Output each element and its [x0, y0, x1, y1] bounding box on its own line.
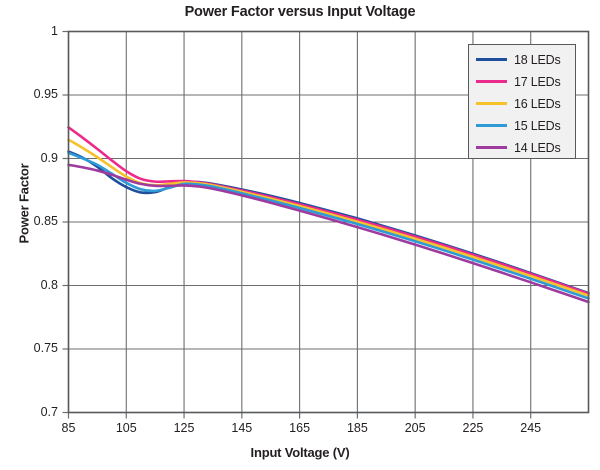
- legend-label-16-leds: 16 LEDs: [514, 96, 561, 111]
- x-tick-label: 205: [404, 421, 426, 435]
- legend-item-14-leds: 14 LEDs: [469, 136, 577, 159]
- plot-frame: [67, 30, 590, 414]
- legend-swatch-18-leds: [476, 58, 507, 61]
- legend-item-18-leds: 18 LEDs: [469, 48, 577, 71]
- x-tick-label: 105: [115, 421, 137, 435]
- legend-swatch-15-leds: [476, 124, 507, 127]
- y-tick-label: 0.8: [40, 277, 58, 292]
- legend-item-15-leds: 15 LEDs: [469, 114, 577, 137]
- legend-swatch-16-leds: [476, 102, 507, 105]
- series-line-17-leds: [67, 126, 590, 296]
- data-series-group: [67, 126, 590, 304]
- x-axis-label: Input Voltage (V): [250, 445, 350, 460]
- series-line-14-leds: [67, 163, 590, 304]
- y-tick-label: 0.75: [33, 341, 58, 355]
- x-tick-label: 225: [462, 421, 484, 435]
- legend-item-16-leds: 16 LEDs: [469, 92, 577, 115]
- x-tick-label: 145: [231, 421, 253, 435]
- legend-label-15-leds: 15 LEDs: [514, 118, 561, 133]
- legend-swatch-17-leds: [476, 80, 507, 83]
- y-tick-label: 1: [51, 23, 58, 38]
- y-tick-label: 0.7: [40, 404, 58, 419]
- y-tick-label: 0.9: [40, 150, 58, 165]
- chart-title: Power Factor versus Input Voltage: [184, 4, 416, 20]
- x-tick-label: 185: [346, 421, 368, 435]
- x-tick-label: 85: [61, 421, 76, 435]
- series-line-15-leds: [67, 151, 590, 300]
- axis-ticks: [62, 30, 532, 419]
- x-tick-label: 125: [173, 421, 195, 435]
- legend-label-14-leds: 14 LEDs: [514, 140, 561, 155]
- y-axis-label: Power Factor: [16, 163, 32, 244]
- series-line-16-leds: [67, 138, 590, 297]
- legend-swatch-14-leds: [476, 146, 507, 149]
- chart-legend: 18 LEDs 17 LEDs 16 LEDs 15 LEDs 14 LEDs: [468, 44, 576, 159]
- legend-label-17-leds: 17 LEDs: [514, 74, 561, 89]
- legend-label-18-leds: 18 LEDs: [514, 52, 561, 67]
- legend-item-17-leds: 17 LEDs: [469, 70, 577, 93]
- x-tick-label: 165: [289, 421, 311, 435]
- y-tick-label: 0.85: [33, 214, 58, 228]
- x-tick-label: 245: [520, 421, 542, 435]
- y-tick-label: 0.95: [33, 87, 58, 101]
